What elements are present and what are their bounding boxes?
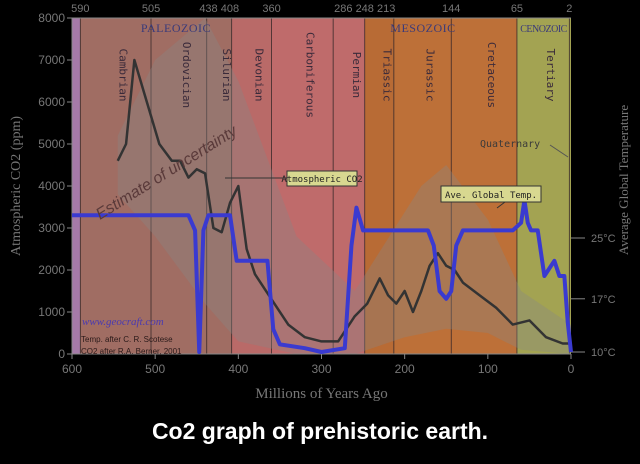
x-tick-label: 400 [228,362,248,376]
y-tick-label: 3000 [38,221,65,235]
temp-source: Temp. after C. R. Scotese [81,335,173,344]
x-tick-label: 0 [568,362,575,376]
era-label-paleozoic: PALEOZOIC [141,21,211,35]
period-band [206,18,232,354]
y-tick-label: 5000 [38,137,65,151]
temperature-line [72,198,573,354]
boundary-label: 505 [142,3,160,15]
boundary-label: 360 [262,3,280,15]
y2-tick-label: 10°C [591,347,616,359]
period-label-carboniferous: Carboniferous [303,32,316,118]
boundary-label: 590 [71,3,89,15]
y-tick-label: 0 [58,347,65,361]
period-band [569,18,571,354]
y2-axis-title: Average Global Temperature [616,105,631,255]
period-label-ordovician: Ordovician [180,42,193,108]
era-label-cenozoic: CENOZOIC [520,24,567,35]
x-tick-label: 100 [478,362,498,376]
x-tick-label: 600 [62,362,82,376]
boundary-label: 2 [566,3,572,15]
quaternary-pointer [549,144,569,158]
period-label-jurassic: Jurassic [424,49,437,102]
y-tick-label: 2000 [38,263,65,277]
period-label-permian: Permian [350,52,363,98]
era-label-mesozoic: MESOZOIC [390,21,455,35]
y-tick-label: 7000 [38,53,65,67]
y-axis-title: Atmospheric CO2 (ppm) [9,116,24,256]
uncertainty-band [117,18,571,354]
temp-label-box [440,185,542,203]
x-tick-label: 200 [395,362,415,376]
period-label-triassic: Triassic [380,49,393,102]
period-label-tertiary: Tertiary [544,49,557,102]
x-tick-label: 300 [311,362,331,376]
boundary-label: 438 408 [199,3,239,15]
quaternary-label: Quaternary [480,139,540,150]
y2-tick-label: 25°C [591,233,616,245]
y-tick-label: 1000 [38,305,65,319]
temp-label-pointer [496,201,506,209]
temp-label: Ave. Global Temp. [445,191,537,201]
y2-tick-label: 17°C [591,294,616,306]
co2-line [116,58,571,345]
period-label-cretaceous: Cretaceous [485,42,498,108]
y-tick-label: 6000 [38,95,65,109]
period-label-silurian: Silurian [220,49,233,102]
co2-label: Atmospheric CO2 [281,175,362,185]
period-label-cambrian: Cambrian [117,49,130,102]
boundary-label: 286 248 213 [334,3,395,15]
period-band [72,18,81,354]
x-tick-label: 500 [145,362,165,376]
co2-source: CO2 after R.A. Berner, 2001 [81,347,182,356]
y-tick-label: 8000 [38,11,65,25]
y-tick-label: 4000 [38,179,65,193]
x-axis-title: Millions of Years Ago [255,386,388,402]
boundary-label: 144 [442,3,460,15]
caption: Co2 graph of prehistoric earth. [151,418,489,444]
source-url: www.geocraft.com [82,316,164,328]
period-label-devonian: Devonian [253,49,266,102]
boundary-label: 65 [511,3,523,15]
